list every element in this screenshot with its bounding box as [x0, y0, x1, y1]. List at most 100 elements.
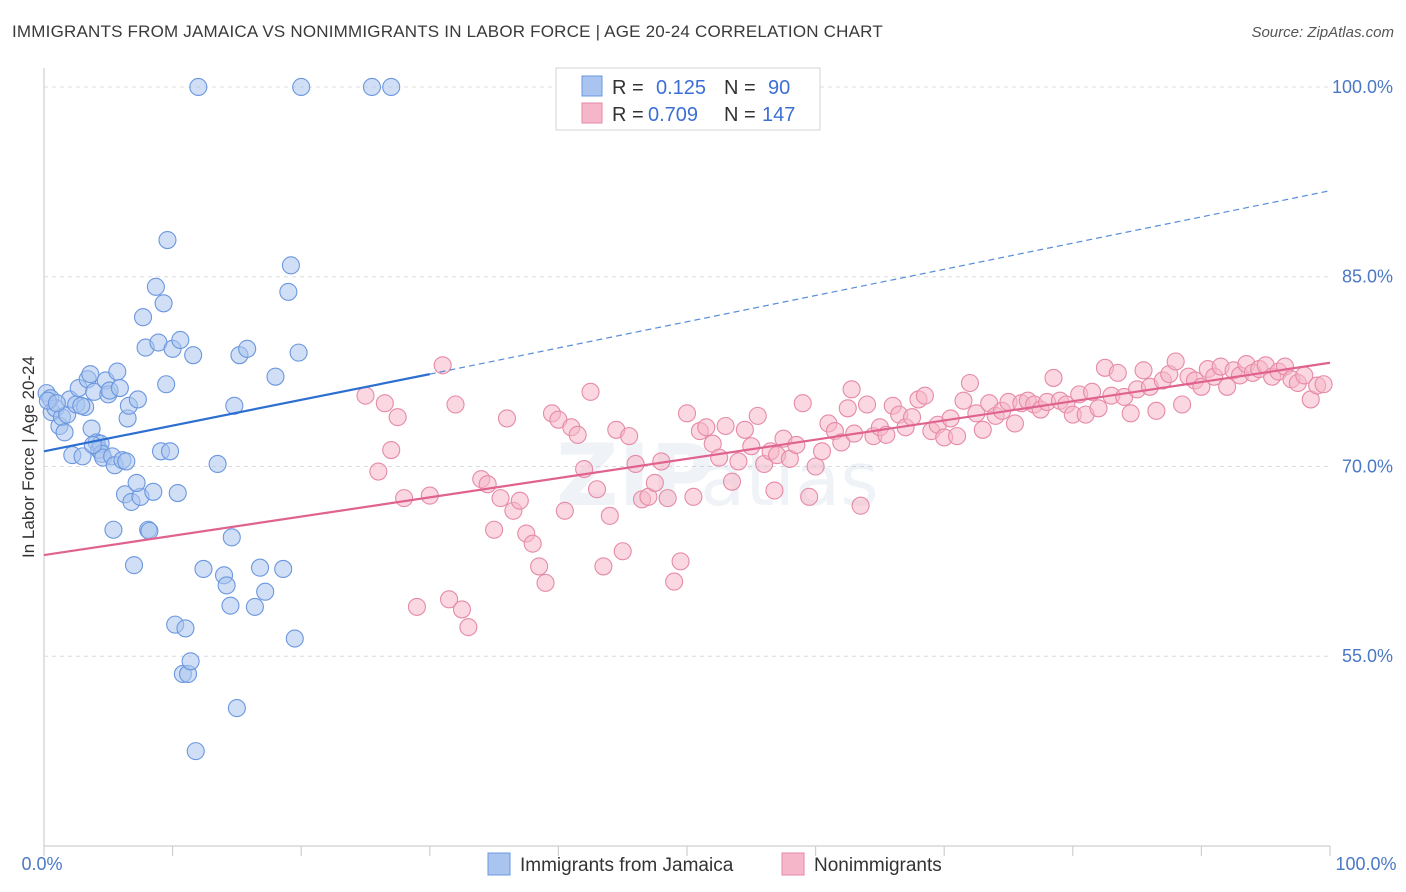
nonimmigrant-point-42: [658, 489, 677, 508]
nonimmigrant-point-6: [407, 597, 426, 616]
bottom-legend-swatch-blue: [487, 852, 511, 876]
nonimmigrant-point-63: [793, 394, 812, 413]
nonimmigrant-point-55: [742, 437, 761, 456]
jamaica-point-59: [189, 77, 208, 97]
nonimmigrant-point-2: [375, 394, 394, 413]
nonimmigrant-point-19: [510, 491, 529, 510]
nonimmigrant-point-48: [697, 418, 716, 437]
jamaica-point-87: [194, 559, 213, 579]
trend-line-jamaica: [43, 373, 431, 453]
jamaica-point-84: [83, 435, 102, 455]
nonimmigrant-point-82: [915, 386, 934, 405]
nonimmigrant-point-5: [395, 489, 414, 508]
jamaica-point-51: [168, 484, 187, 503]
nonimmigrant-point-116: [1134, 361, 1153, 380]
nonimmigrant-point-23: [536, 573, 555, 592]
nonimmigrant-point-31: [587, 480, 607, 499]
nonimmigrant-point-36: [620, 427, 639, 446]
jamaica-point-29: [110, 379, 129, 398]
nonimmigrant-point-118: [1147, 401, 1166, 420]
y-axis-label: In Labor Force | Age 20-24: [19, 356, 38, 558]
trend-line-jamaica-extension: [429, 190, 1331, 375]
nonimmigrant-point-30: [581, 382, 600, 401]
trend-lines: [43, 190, 1331, 557]
nonimmigrant-point-46: [684, 487, 703, 506]
jamaica-point-43: [146, 277, 165, 296]
y-tick-label-55: 55.0%: [1342, 646, 1393, 666]
jamaica-point-86: [104, 520, 123, 539]
nonimmigrant-point-146: [842, 380, 861, 399]
jamaica-point-58: [186, 742, 205, 761]
nonimmigrant-point-62: [787, 435, 806, 455]
legend-r-value-1: 0.125: [656, 77, 706, 99]
jamaica-point-77: [362, 77, 381, 97]
legend-n-value-2: 147: [762, 104, 795, 126]
nonimmigrant-point-109: [1089, 399, 1108, 418]
jamaica-point-47: [157, 375, 176, 394]
nonimmigrant-point-96: [1005, 414, 1024, 433]
nonimmigrant-point-17: [497, 409, 517, 428]
jamaica-point-69: [250, 558, 270, 577]
jamaica-point-70: [256, 582, 275, 601]
nonimmigrant-point-121: [1166, 352, 1185, 371]
jamaica-point-71: [266, 367, 285, 386]
jamaica-point-62: [217, 576, 236, 595]
y-tick-label-70: 70.0%: [1342, 456, 1393, 476]
jamaica-point-78: [382, 77, 401, 97]
jamaica-point-36: [128, 390, 147, 409]
chart-title: IMMIGRANTS FROM JAMAICA VS NONIMMIGRANTS…: [12, 22, 883, 41]
legend-r-value-2: 0.709: [648, 104, 698, 126]
jamaica-point-88: [245, 597, 264, 616]
series-jamaica-points: [37, 77, 401, 761]
bottom-legend-label-pink: Nonimmigrants: [814, 855, 942, 876]
jamaica-point-68: [238, 339, 257, 358]
nonimmigrant-point-15: [485, 520, 504, 539]
jamaica-point-35: [124, 556, 144, 575]
legend-r-label-2: R =: [612, 104, 644, 126]
source-label: Source: ZipAtlas.com: [1251, 24, 1394, 41]
legend-r-label-1: R =: [612, 77, 644, 99]
nonimmigrant-point-4: [388, 408, 407, 427]
nonimmigrant-point-26: [555, 501, 574, 520]
nonimmigrant-point-114: [1121, 404, 1140, 423]
nonimmigrant-point-70: [838, 399, 857, 418]
jamaica-point-73: [281, 256, 300, 275]
nonimmigrant-point-40: [645, 473, 664, 492]
nonimmigrant-point-10: [446, 395, 465, 414]
bottom-legend: Immigrants from Jamaica Nonimmigrants: [487, 852, 942, 876]
jamaica-point-60: [208, 454, 227, 474]
nonimmigrant-point-122: [1173, 395, 1192, 414]
nonimmigrant-point-21: [523, 534, 542, 553]
jamaica-point-89: [274, 559, 293, 579]
jamaica-point-85: [160, 442, 180, 461]
nonimmigrant-point-28: [568, 425, 587, 444]
jamaica-point-80: [47, 394, 66, 413]
nonimmigrant-point-16: [491, 489, 510, 508]
jamaica-point-76: [292, 77, 311, 97]
jamaica-point-38: [133, 308, 153, 327]
bottom-legend-label-blue: Immigrants from Jamaica: [520, 855, 734, 876]
bottom-legend-swatch-pink: [781, 852, 805, 876]
x-tick-label-max: 100.0%: [1335, 854, 1396, 874]
nonimmigrant-point-88: [954, 391, 973, 410]
nonimmigrant-point-11: [452, 600, 472, 619]
jamaica-point-46: [154, 294, 173, 313]
jamaica-point-75: [289, 343, 308, 362]
nonimmigrant-point-37: [626, 454, 645, 474]
nonimmigrant-point-9: [440, 590, 459, 609]
jamaica-point-72: [279, 282, 298, 301]
y-tick-label-100: 100.0%: [1332, 77, 1393, 97]
nonimmigrant-point-0: [356, 386, 375, 405]
jamaica-point-66: [227, 699, 246, 718]
jamaica-point-12: [73, 447, 92, 466]
jamaica-point-28: [108, 362, 127, 381]
nonimmigrant-point-89: [960, 373, 979, 393]
y-tick-label-85: 85.0%: [1342, 267, 1393, 287]
jamaica-point-63: [221, 596, 240, 615]
x-tick-label-min: 0.0%: [21, 854, 62, 874]
trend-line-nonimmigrants: [43, 361, 1331, 557]
jamaica-point-15: [81, 365, 100, 384]
jamaica-point-74: [285, 629, 304, 648]
nonimmigrant-point-45: [677, 404, 697, 423]
